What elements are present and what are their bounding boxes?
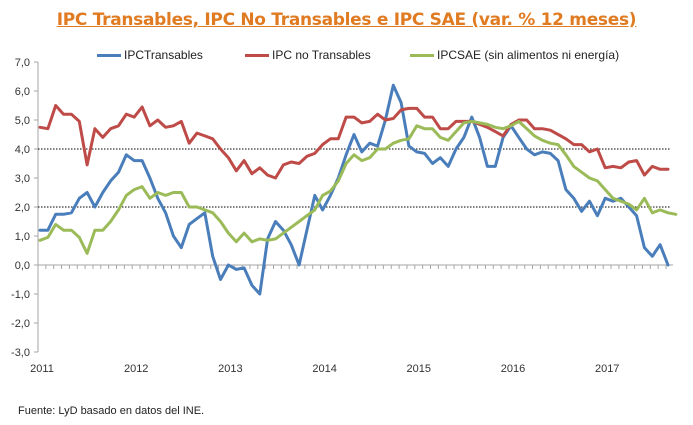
y-tick-label: 1,0 [15, 231, 30, 243]
x-tick-label: 2013 [218, 363, 242, 375]
legend-item-sae: IPCSAE (sin alimentos ni energía) [410, 48, 619, 62]
chart-title: IPC Transables, IPC No Transables e IPC … [56, 10, 637, 30]
legend-label-no-transables: IPC no Transables [272, 48, 371, 62]
y-tick-label: 0,0 [15, 260, 30, 272]
y-tick-label: 4,0 [15, 144, 30, 156]
x-tick-label: 2015 [407, 363, 431, 375]
x-tick-label: 2014 [312, 363, 336, 375]
y-tick-label: 5,0 [15, 115, 30, 127]
series-line-no-transables [38, 104, 670, 180]
x-tick-label: 2017 [595, 363, 619, 375]
legend-label-sae: IPCSAE (sin alimentos ni energía) [437, 48, 620, 62]
y-tick-label: -1,0 [11, 289, 30, 301]
legend-swatch-transables [97, 53, 121, 57]
x-tick-label: 2012 [124, 363, 148, 375]
series-line-sae [38, 119, 678, 255]
legend-item-no-transables: IPC no Transables [245, 48, 371, 62]
legend-item-transables: IPCTransables [97, 48, 203, 62]
y-tick-label: 3,0 [15, 173, 30, 185]
y-tick-label: -3,0 [11, 347, 30, 359]
legend-swatch-sae [410, 53, 434, 57]
legend: IPCTransables IPC no Transables IPCSAE (… [0, 48, 693, 66]
y-tick-label: 2,0 [15, 202, 30, 214]
series-line-transables [38, 83, 670, 296]
y-tick-label: 7,0 [15, 57, 30, 69]
legend-swatch-no-transables [245, 53, 269, 57]
y-tick-label: -2,0 [11, 318, 30, 330]
legend-label-transables: IPCTransables [124, 48, 203, 62]
x-tick-label: 2016 [501, 363, 525, 375]
x-tick-label: 2011 [30, 363, 54, 375]
y-tick-label: 6,0 [15, 86, 30, 98]
source-note: Fuente: LyD basado en datos del INE. [18, 405, 205, 417]
